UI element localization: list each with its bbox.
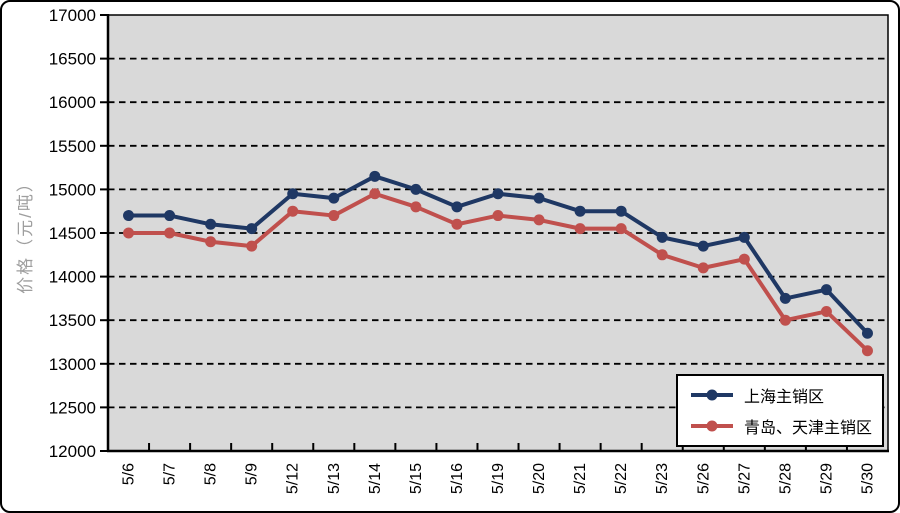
data-point-0 — [492, 188, 504, 200]
x-tick-label: 5/14 — [367, 463, 384, 494]
data-point-1 — [410, 201, 422, 213]
data-point-0 — [820, 284, 832, 296]
data-point-1 — [574, 223, 586, 235]
data-point-1 — [451, 218, 463, 230]
data-point-1 — [615, 223, 627, 235]
data-point-1 — [492, 210, 504, 222]
legend-label-qingdao-tianjin: 青岛、天津主销区 — [744, 420, 873, 437]
legend-marker-shanghai-icon — [691, 389, 733, 401]
data-point-1 — [369, 188, 381, 200]
legend-label-shanghai: 上海主销区 — [744, 389, 825, 406]
x-tick-label: 5/9 — [244, 463, 261, 485]
legend: 上海主销区 青岛、天津主销区 — [676, 374, 884, 447]
data-point-1 — [287, 205, 299, 217]
y-tick-label: 15000 — [49, 180, 96, 199]
x-tick-label: 5/22 — [613, 463, 630, 494]
data-point-1 — [697, 262, 709, 274]
data-point-1 — [123, 227, 135, 239]
y-tick-label: 14500 — [49, 224, 96, 243]
data-point-0 — [287, 188, 299, 200]
data-point-1 — [328, 210, 340, 222]
y-tick-label: 12500 — [49, 398, 96, 417]
data-point-1 — [246, 240, 258, 252]
legend-item-qingdao-tianjin: 青岛、天津主销区 — [690, 414, 872, 438]
x-tick-label: 5/13 — [326, 463, 343, 494]
y-tick-label: 17000 — [49, 6, 96, 25]
data-point-0 — [574, 205, 586, 217]
y-tick-label: 16500 — [49, 50, 96, 69]
x-tick-label: 5/8 — [203, 463, 220, 485]
y-tick-label: 14000 — [49, 268, 96, 287]
x-tick-label: 5/12 — [285, 463, 302, 494]
data-point-0 — [246, 223, 258, 235]
x-tick-label: 5/23 — [654, 463, 671, 494]
data-point-1 — [656, 249, 668, 261]
legend-marker-qingdao-tianjin-icon — [691, 420, 733, 432]
data-point-1 — [779, 314, 791, 326]
y-tick-label: 13000 — [49, 355, 96, 374]
data-point-1 — [861, 345, 873, 357]
data-point-0 — [615, 205, 627, 217]
y-tick-label: 12000 — [49, 442, 96, 461]
x-tick-label: 5/15 — [408, 463, 425, 494]
data-point-0 — [164, 210, 176, 222]
x-tick-label: 5/7 — [162, 463, 179, 485]
data-point-1 — [533, 214, 545, 226]
x-tick-label: 5/27 — [736, 463, 753, 494]
x-tick-label: 5/26 — [695, 463, 712, 494]
y-tick-label: 15500 — [49, 137, 96, 156]
data-point-0 — [861, 327, 873, 339]
data-point-0 — [410, 183, 422, 195]
data-point-1 — [205, 236, 217, 248]
data-point-0 — [533, 192, 545, 204]
data-point-0 — [328, 192, 340, 204]
data-point-0 — [779, 292, 791, 304]
data-point-1 — [738, 253, 750, 265]
x-tick-label: 5/20 — [531, 463, 548, 494]
data-point-0 — [697, 240, 709, 252]
data-point-0 — [369, 170, 381, 182]
data-point-0 — [451, 201, 463, 213]
x-tick-label: 5/28 — [777, 463, 794, 494]
y-tick-label: 13500 — [49, 311, 96, 330]
x-tick-label: 5/6 — [121, 463, 138, 485]
x-tick-label: 5/16 — [449, 463, 466, 494]
x-tick-label: 5/29 — [818, 463, 835, 494]
data-point-0 — [123, 210, 135, 222]
data-point-0 — [205, 218, 217, 230]
data-point-1 — [820, 305, 832, 317]
y-tick-label: 16000 — [49, 93, 96, 112]
x-tick-label: 5/30 — [859, 463, 876, 494]
x-tick-label: 5/19 — [490, 463, 507, 494]
x-tick-label: 5/21 — [572, 463, 589, 494]
data-point-0 — [656, 231, 668, 243]
data-point-0 — [738, 231, 750, 243]
legend-item-shanghai: 上海主销区 — [690, 383, 872, 407]
data-point-1 — [164, 227, 176, 239]
